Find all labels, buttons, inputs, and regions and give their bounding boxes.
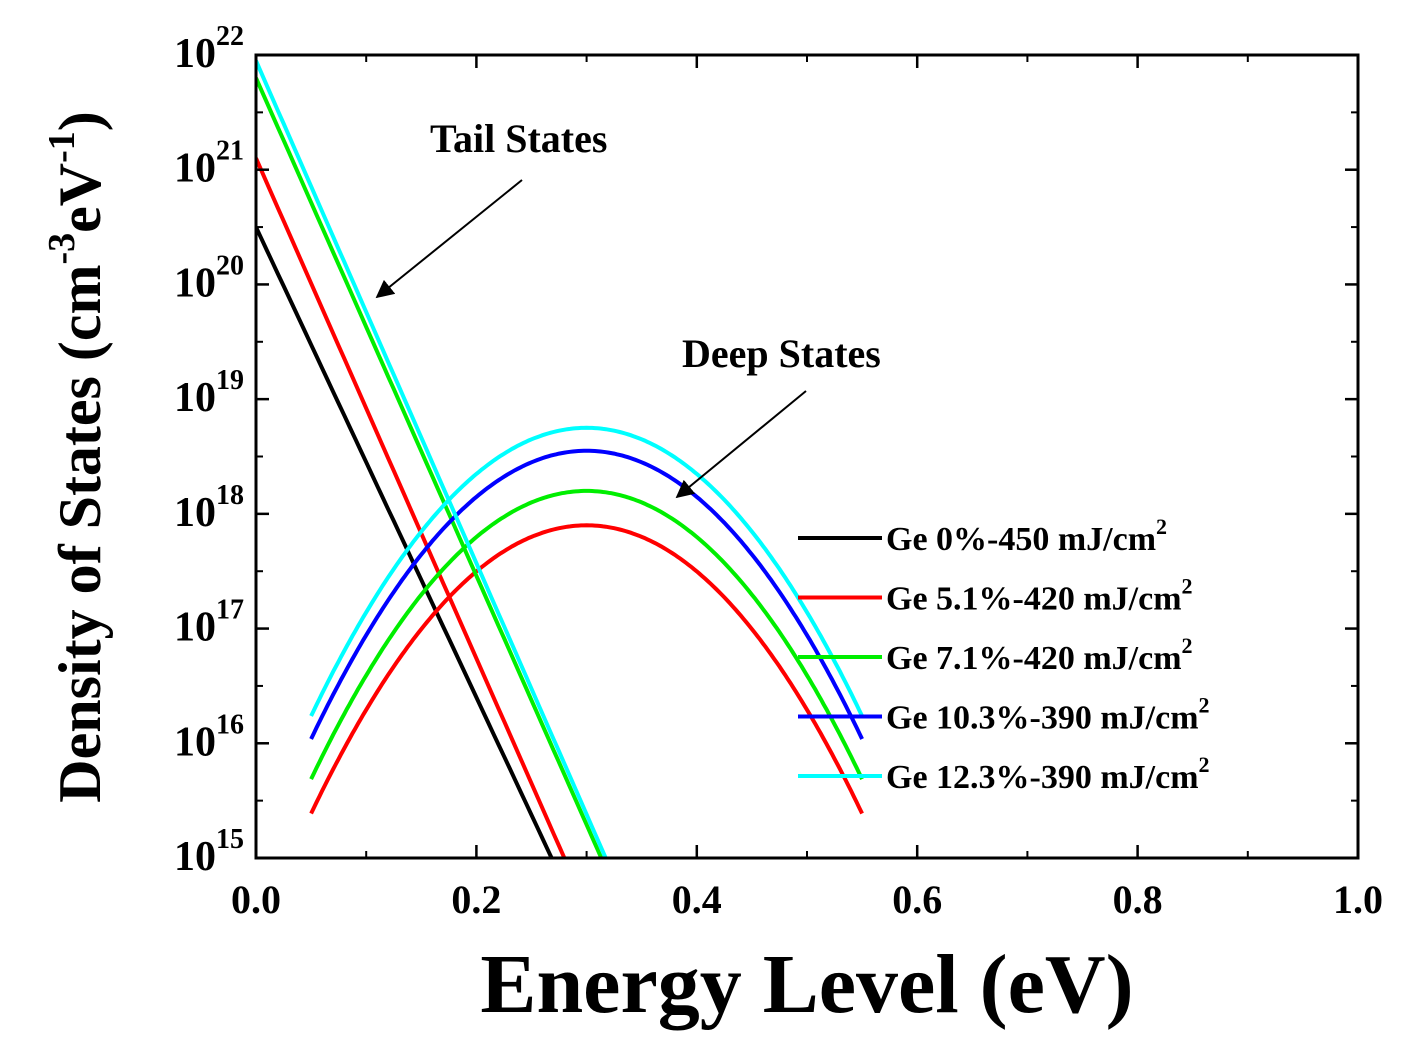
- plot-frame: [254, 53, 1360, 860]
- y-axis-title: Density of States (cm-3eV-1): [41, 111, 113, 802]
- x-tick-label: 1.0: [1333, 877, 1383, 922]
- x-tick-label: 0.6: [892, 877, 942, 922]
- tail-curve-series-2: [256, 77, 604, 858]
- y-axis-ticks: 1015 1016 1017 1018 1019 1020 1021 1022: [174, 21, 1358, 880]
- annotation-tail-arrow: [375, 179, 523, 299]
- y-tick-label: 1017: [174, 595, 244, 651]
- y-tick-label: 1015: [174, 824, 244, 880]
- y-tick-label: 1019: [174, 365, 244, 421]
- legend-label-1: Ge 5.1%-420 mJ/cm2: [886, 574, 1193, 618]
- legend-label-0: Ge 0%-450 mJ/cm2: [886, 514, 1167, 558]
- x-tick-label: 0.8: [1113, 877, 1163, 922]
- series-curves: [256, 59, 864, 858]
- annotation-deep-states: Deep States: [682, 331, 881, 376]
- tail-curve-series-1: [256, 157, 567, 858]
- x-tick-label: 0.4: [672, 877, 722, 922]
- x-axis-ticks: 0.0 0.2 0.4 0.6 0.8 1.0: [231, 55, 1383, 922]
- legend: Ge 0%-450 mJ/cm2 Ge 5.1%-420 mJ/cm2 Ge 7.1…: [798, 514, 1210, 796]
- deep-curve-series-2: [309, 488, 864, 780]
- deep-curve-series-1: [309, 523, 864, 815]
- x-axis-title: Energy Level (eV): [480, 938, 1133, 1031]
- y-tick-label: 1016: [174, 709, 244, 765]
- legend-label-4: Ge 12.3%-390 mJ/cm2: [886, 752, 1210, 796]
- legend-label-3: Ge 10.3%-390 mJ/cm2: [886, 693, 1210, 737]
- legend-label-2: Ge 7.1%-420 mJ/cm2: [886, 633, 1193, 677]
- annotation-deep-arrow: [675, 390, 807, 499]
- deep-curve-series-4: [309, 425, 864, 717]
- deep-curve-series-3: [309, 448, 864, 740]
- y-tick-label: 1021: [174, 136, 244, 192]
- y-tick-label: 1020: [174, 250, 244, 306]
- tail-curve-series-4: [256, 59, 608, 858]
- x-tick-label: 0.0: [231, 877, 281, 922]
- tail-curve-series-0: [256, 226, 554, 858]
- x-tick-label: 0.2: [451, 877, 501, 922]
- y-tick-label: 1022: [174, 21, 244, 77]
- y-tick-label: 1018: [174, 480, 244, 536]
- annotation-tail-states: Tail States: [430, 116, 607, 161]
